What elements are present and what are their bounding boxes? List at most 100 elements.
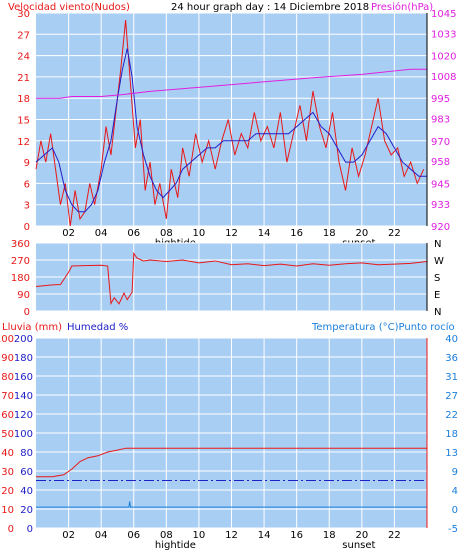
pressure-y-tick-label: 1045	[431, 9, 456, 20]
rain-x-tick-label: 22	[388, 530, 401, 541]
pressure-line	[36, 68, 427, 99]
wind-x-tick-label: 12	[225, 228, 238, 239]
compass-tick-label: E	[434, 290, 440, 301]
direction-grid	[36, 242, 427, 312]
rain-x-tick-label: 06	[127, 530, 140, 541]
wind-y-tick-label: 9	[24, 158, 30, 169]
wind-y-tick-label: 18	[17, 94, 30, 105]
humidity-y-tick-label: 0	[27, 524, 33, 535]
temperature-y-tick-label: 27	[445, 391, 458, 402]
pressure-right-label: Presión(hPa)	[371, 1, 433, 13]
direction-y-tick-label: 360	[11, 239, 30, 250]
direction-line	[35, 251, 428, 306]
rain-x-tick-label: 10	[193, 530, 206, 541]
pressure-y-tick-label: 1020	[431, 52, 456, 63]
direction-y-tick-label: 0	[24, 307, 30, 318]
rain-grid	[36, 337, 427, 529]
pressure-y-tick-label: 970	[431, 137, 450, 148]
wind-y-tick-label: 30	[17, 9, 30, 20]
rain-x-tick-label: 02	[62, 530, 75, 541]
humidity-y-tick-label: 200	[14, 334, 33, 345]
rain-y-tick-label: 50	[1, 429, 14, 440]
rain-x-tick-label: 04	[95, 530, 108, 541]
wind-x-tick-label: 10	[193, 228, 206, 239]
temperature-y-tick-label: 4	[452, 486, 458, 497]
wind-avg-line	[35, 48, 427, 213]
humidity-y-tick-label: 140	[14, 391, 33, 402]
pressure-y-tick-label: 995	[431, 94, 450, 105]
rain-y-tick-label: 70	[1, 391, 14, 402]
rain-y-tick-label: 40	[1, 448, 14, 459]
compass-tick-label: W	[434, 256, 444, 267]
direction-y-tick-label: 270	[11, 256, 30, 267]
wind-y-tick-label: 6	[24, 179, 30, 190]
wind-y-tick-label: 24	[17, 52, 30, 63]
wind-x-tick-label: 14	[258, 228, 271, 239]
rain-y-tick-label: 100	[0, 334, 14, 345]
wind-series	[35, 20, 427, 227]
temperature-y-tick-label: 0	[452, 505, 458, 516]
rain-y-tick-label: 60	[1, 410, 14, 421]
humidity-y-tick-label: 160	[14, 372, 33, 383]
wind-gust-line	[35, 20, 425, 227]
wind-y-tick-label: 12	[17, 137, 30, 148]
compass-tick-label: S	[434, 273, 440, 284]
pressure-y-tick-label: 933	[431, 200, 450, 211]
chart-title: 24 hour graph day : 14 Diciembre 2018	[171, 2, 369, 13]
rain-series	[36, 447, 427, 508]
temperature-y-tick-label: 9	[452, 467, 458, 478]
rain-x-tick-label: 14	[258, 530, 271, 541]
temperature-y-tick-label: 18	[445, 429, 458, 440]
wind-x-tick-label: 02	[62, 228, 75, 239]
rain-x-tick-label: 20	[355, 530, 368, 541]
wind-grid	[36, 12, 427, 227]
direction-y-tick-label: 90	[17, 290, 30, 301]
rain-x-tick-label: 16	[290, 530, 303, 541]
wind-y-tick-label: 27	[17, 30, 30, 41]
pressure-y-tick-label: 958	[431, 157, 450, 168]
direction-series	[35, 251, 428, 306]
pressure-y-tick-label: 1008	[431, 72, 456, 83]
wind-left-label: Velocidad viento(Nudos)	[8, 2, 130, 13]
wind-y-tick-label: 21	[17, 73, 30, 84]
sunset-annotation: sunset	[342, 540, 375, 551]
pressure-y-tick-label: 983	[431, 115, 450, 126]
temperature-y-tick-label: 31	[445, 372, 458, 383]
humidity-y-tick-label: 100	[14, 429, 33, 440]
temperature-y-tick-label: 40	[445, 334, 458, 345]
rain-line	[36, 447, 427, 478]
wind-x-tick-label: 08	[160, 228, 173, 239]
humidity-left-label: Humedad %	[67, 322, 128, 333]
temperature-y-tick-label: -5	[448, 524, 458, 535]
humidity-y-tick-label: 120	[14, 410, 33, 421]
compass-tick-label: N	[434, 239, 441, 250]
pressure-y-tick-label: 945	[431, 179, 450, 190]
temperature-y-tick-label: 13	[445, 448, 458, 459]
rain-y-tick-label: 90	[1, 353, 14, 364]
wind-y-tick-label: 0	[24, 222, 30, 233]
wind-x-tick-label: 06	[127, 228, 140, 239]
rain-x-tick-label: 08	[160, 530, 173, 541]
pressure-y-tick-label: 920	[431, 222, 450, 233]
rain-x-tick-label: 18	[323, 530, 336, 541]
temperature-y-tick-label: 36	[445, 353, 458, 364]
humidity-y-tick-label: 20	[20, 505, 33, 516]
compass-tick-label: N	[434, 307, 441, 318]
pressure-y-tick-label: 1033	[431, 29, 456, 40]
rain-y-tick-label: 30	[1, 467, 14, 478]
rain-y-tick-label: 80	[1, 372, 14, 383]
wind-x-tick-label: 18	[323, 228, 336, 239]
temperature-line	[36, 501, 427, 508]
direction-y-tick-label: 180	[11, 273, 30, 284]
humidity-y-tick-label: 180	[14, 353, 33, 364]
rain-y-tick-label: 10	[1, 505, 14, 516]
wind-x-tick-label: 20	[355, 228, 368, 239]
temperature-right-label: Temperatura (°C)Punto rocío	[311, 321, 455, 333]
humidity-y-tick-label: 40	[20, 486, 33, 497]
rain-x-tick-label: 12	[225, 530, 238, 541]
